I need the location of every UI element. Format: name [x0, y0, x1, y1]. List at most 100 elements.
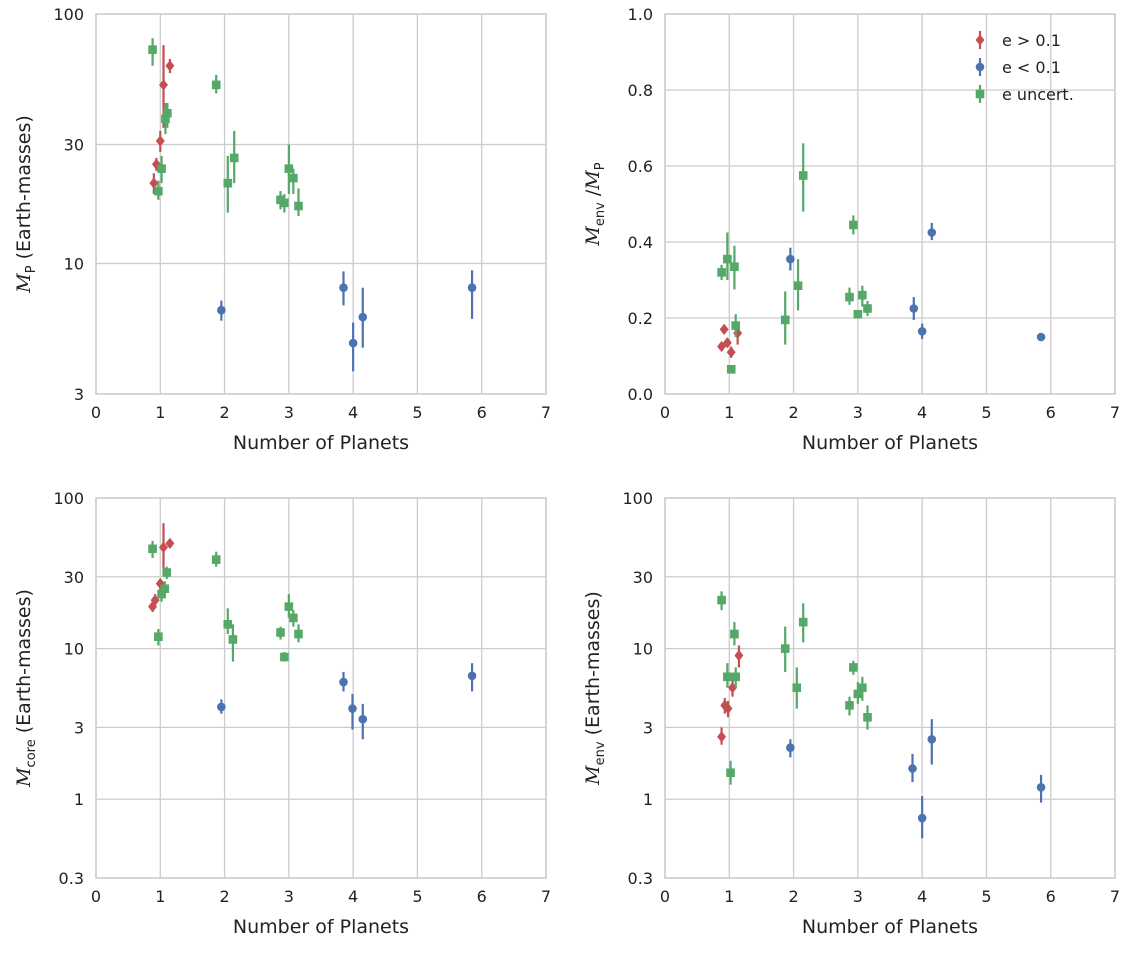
data-point	[228, 635, 238, 644]
y-tick-label: 3	[74, 385, 84, 404]
data-point	[786, 254, 795, 264]
x-tick-label: 4	[348, 887, 358, 906]
data-point	[289, 173, 298, 183]
y-tick-label: 1	[74, 790, 84, 809]
x-tick-label: 6	[1046, 887, 1056, 906]
x-tick-label: 0	[91, 403, 101, 422]
x-tick-label: 3	[853, 403, 863, 422]
data-point	[927, 735, 937, 744]
x-tick-label: 1	[155, 887, 165, 906]
x-tick-label: 3	[284, 887, 294, 906]
data-point	[849, 663, 858, 672]
data-point	[726, 346, 736, 358]
data-point	[1036, 332, 1046, 342]
data-point	[223, 620, 233, 629]
data-point	[717, 340, 727, 353]
x-tick-label: 0	[660, 887, 670, 906]
x-tick-label: 1	[724, 403, 734, 422]
data-point	[217, 702, 226, 712]
data-point	[154, 186, 163, 196]
data-point	[159, 79, 168, 91]
data-point	[723, 702, 733, 715]
y-tick-label: 1	[643, 790, 653, 809]
data-point	[339, 677, 348, 687]
data-point	[853, 309, 863, 319]
x-tick-label: 7	[1110, 403, 1120, 422]
y-tick-label: 10	[633, 640, 653, 659]
y-axis-label: Mcore (Earth-masses)	[13, 589, 39, 788]
y-axis-label: Menv /MP	[582, 162, 608, 246]
data-point	[165, 537, 175, 549]
x-tick-label: 7	[1110, 887, 1120, 906]
data-point	[786, 743, 795, 752]
x-tick-label: 5	[981, 887, 991, 906]
data-point	[162, 568, 172, 577]
y-tick-label: 0.6	[628, 157, 653, 176]
data-point	[731, 321, 741, 330]
data-point	[734, 649, 744, 662]
plot-frame	[95, 13, 547, 395]
data-point	[726, 365, 736, 374]
data-point	[722, 337, 732, 349]
x-tick-label: 0	[660, 403, 670, 422]
x-tick-label: 2	[788, 403, 798, 422]
data-point	[845, 292, 854, 302]
y-tick-label: 3	[643, 718, 653, 737]
data-point	[155, 135, 165, 147]
data-point	[294, 201, 303, 211]
data-point	[284, 164, 294, 173]
data-point	[908, 764, 917, 773]
x-tick-label: 1	[724, 887, 734, 906]
data-point	[730, 629, 739, 639]
data-point	[157, 589, 166, 599]
x-tick-label: 7	[541, 403, 551, 422]
data-point	[284, 602, 294, 611]
data-point	[148, 601, 158, 613]
data-point	[853, 689, 863, 699]
data-point	[289, 613, 298, 623]
x-tick-label: 7	[541, 887, 551, 906]
x-tick-label: 6	[477, 403, 487, 422]
data-point	[165, 60, 175, 72]
data-point	[798, 617, 808, 627]
panel-3: 0 1 2 3 4 5 6 7 0.3 1 3 10 30 100 Number of Planets Mco…	[13, 489, 551, 938]
data-point	[863, 304, 872, 313]
x-tick-label: 4	[348, 403, 358, 422]
x-tick-label: 0	[91, 887, 101, 906]
data-point	[151, 158, 161, 170]
legend-label: e uncert.	[1002, 85, 1074, 104]
series-e_lt	[217, 663, 477, 740]
x-tick-label: 5	[412, 403, 422, 422]
y-tick-label: 1.0	[628, 5, 653, 24]
x-tick-label: 4	[917, 887, 927, 906]
data-point	[858, 290, 867, 300]
data-point	[467, 283, 477, 293]
plot-frame	[664, 497, 1116, 879]
data-point	[149, 177, 159, 189]
data-point	[348, 338, 358, 348]
data-point	[917, 327, 927, 336]
data-point	[294, 629, 303, 639]
panel-2: 0 1 2 3 4 5 6 7 0.0 0.2 0.4 0.6 0.8 1.0 Number of Plan…	[582, 5, 1120, 454]
data-point	[917, 813, 927, 823]
legend-label: e > 0.1	[1002, 31, 1061, 50]
data-point	[798, 171, 808, 180]
data-point	[717, 268, 726, 277]
data-point	[731, 672, 741, 682]
series-e_gt	[717, 645, 744, 745]
data-point	[723, 672, 732, 682]
x-tick-label: 1	[155, 403, 165, 422]
data-point	[159, 541, 168, 553]
data-point	[157, 164, 166, 173]
data-point	[733, 327, 743, 339]
data-point	[280, 652, 289, 662]
y-tick-label: 0.3	[628, 869, 653, 888]
x-axis-label: Number of Planets	[233, 916, 409, 938]
data-point	[909, 304, 919, 313]
data-point	[148, 45, 157, 54]
data-point	[211, 555, 221, 564]
data-point	[154, 632, 163, 641]
y-tick-label: 10	[64, 255, 84, 274]
y-axis-label: Menv (Earth-masses)	[582, 591, 608, 786]
data-point	[719, 323, 729, 335]
